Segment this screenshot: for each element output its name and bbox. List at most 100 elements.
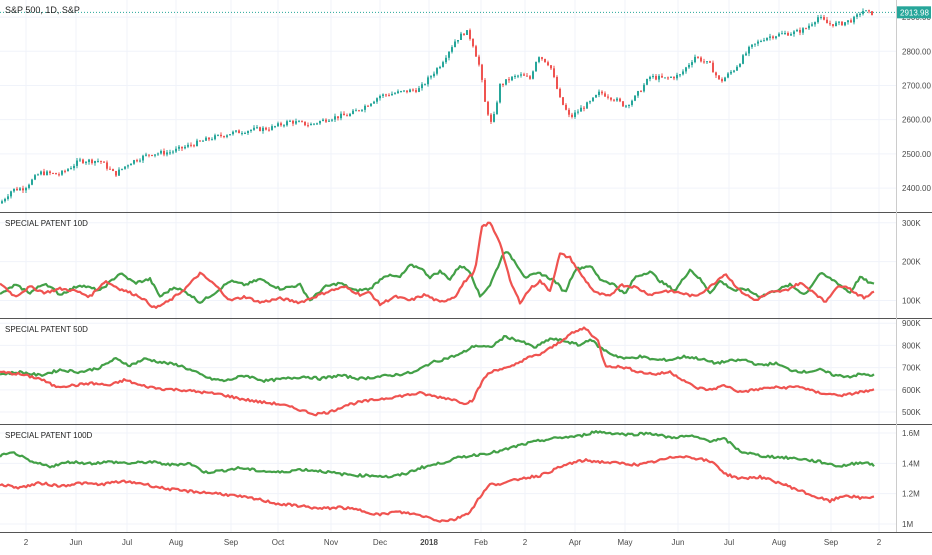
- candle-up: [592, 97, 594, 102]
- candle-down: [490, 114, 492, 122]
- candle-down: [619, 98, 621, 102]
- candle-down: [151, 154, 153, 156]
- candle-up: [355, 110, 357, 112]
- candle-up: [757, 41, 759, 44]
- candle-up: [778, 33, 780, 37]
- candle-up: [229, 134, 231, 136]
- candle-up: [439, 66, 441, 69]
- candle-down: [547, 62, 549, 66]
- candle-up: [313, 123, 315, 125]
- candle-up: [586, 102, 588, 109]
- indicator-tick-label: 900K: [902, 319, 921, 328]
- candle-down: [415, 90, 417, 92]
- candle-up: [196, 140, 198, 147]
- candle-up: [394, 93, 396, 95]
- candle-up: [781, 33, 783, 35]
- x-axis-label: Feb: [474, 538, 488, 547]
- indicator-tick-label: 800K: [902, 341, 921, 350]
- candle-up: [85, 162, 87, 164]
- candle-up: [169, 152, 171, 154]
- candle-up: [736, 66, 738, 71]
- candle-up: [70, 168, 72, 170]
- candle-up: [691, 62, 693, 65]
- candle-up: [154, 154, 156, 156]
- candle-up: [442, 62, 444, 67]
- candle-up: [13, 188, 15, 192]
- candle-up: [403, 90, 405, 92]
- indicator-tick-label: 700K: [902, 364, 921, 373]
- candle-down: [583, 107, 585, 109]
- candle-down: [787, 33, 789, 36]
- candle-down: [325, 119, 327, 122]
- candle-down: [148, 154, 150, 156]
- candle-up: [214, 135, 216, 140]
- candle-down: [475, 46, 477, 57]
- candle-down: [22, 188, 24, 191]
- x-axis-label: May: [617, 538, 632, 547]
- candle-up: [226, 135, 228, 137]
- candle-down: [655, 76, 657, 80]
- candle-up: [409, 89, 411, 93]
- candle-down: [529, 76, 531, 79]
- green-series-line: [0, 251, 875, 304]
- x-axis-label: Sep: [824, 538, 839, 547]
- candle-up: [118, 169, 120, 176]
- x-axis-label: Jun: [672, 538, 685, 547]
- candle-up: [532, 71, 534, 79]
- x-axis-label: 2: [24, 538, 29, 547]
- candle-down: [280, 123, 282, 126]
- candle-down: [112, 169, 114, 171]
- candle-up: [316, 123, 318, 125]
- candle-up: [373, 101, 375, 104]
- candle-up: [418, 88, 420, 92]
- candle-down: [358, 110, 360, 112]
- candle-up: [733, 70, 735, 72]
- candle-up: [247, 131, 249, 134]
- x-axis-label: Aug: [772, 538, 786, 547]
- candle-up: [61, 170, 63, 175]
- candle-up: [319, 121, 321, 124]
- candle-up: [535, 61, 537, 72]
- indicator-tick-label: 1M: [902, 520, 913, 529]
- candle-down: [208, 137, 210, 140]
- indicator-tick-label: 500K: [902, 408, 921, 417]
- indicator-tick-label: 600K: [902, 386, 921, 395]
- candle-up: [379, 95, 381, 99]
- candle-up: [121, 168, 123, 170]
- candle-up: [679, 74, 681, 76]
- candle-down: [469, 30, 471, 39]
- candle-up: [685, 67, 687, 72]
- candle-up: [649, 76, 651, 80]
- x-axis-label: Apr: [569, 538, 582, 547]
- candle-down: [832, 24, 834, 26]
- candle-down: [385, 94, 387, 96]
- candle-up: [436, 68, 438, 74]
- candle-up: [424, 84, 426, 86]
- candle-up: [217, 134, 219, 136]
- candle-up: [460, 33, 462, 40]
- candle-up: [802, 28, 804, 33]
- candle-down: [805, 28, 807, 30]
- candle-up: [505, 79, 507, 85]
- candle-down: [100, 160, 102, 162]
- candle-up: [10, 191, 12, 197]
- candle-down: [841, 21, 843, 26]
- candle-up: [250, 129, 252, 132]
- red-series-line: [0, 455, 875, 523]
- candle-up: [496, 102, 498, 115]
- candle-up: [244, 133, 246, 135]
- candle-up: [784, 33, 786, 35]
- candle-down: [301, 121, 303, 123]
- candle-up: [277, 123, 279, 127]
- candle-up: [175, 148, 177, 152]
- candle-up: [361, 109, 363, 111]
- candle-up: [796, 29, 798, 32]
- candle-up: [46, 171, 48, 176]
- candle-up: [34, 175, 36, 180]
- candle-up: [688, 64, 690, 68]
- last-price-label: 2913.98: [900, 8, 929, 17]
- indicator-tick-label: 100K: [902, 296, 921, 305]
- candle-up: [808, 25, 810, 29]
